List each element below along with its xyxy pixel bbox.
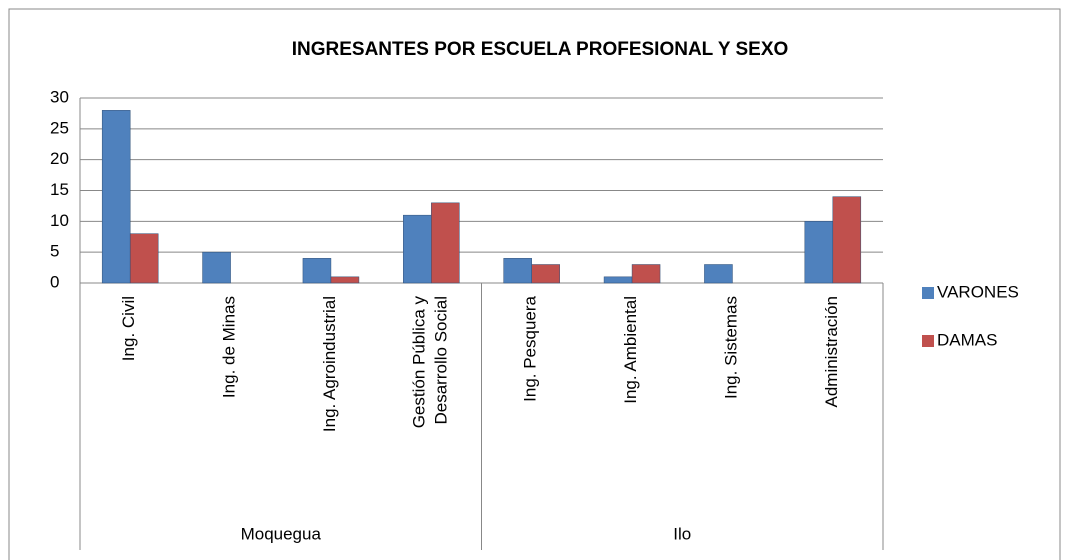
group-label: Moquegua — [241, 524, 322, 543]
bar — [101, 110, 131, 284]
y-tick-label: 0 — [50, 272, 59, 291]
legend-swatch — [922, 287, 934, 299]
chart-title: INGRESANTES POR ESCUELA PROFESIONAL Y SE… — [292, 39, 789, 60]
bar — [603, 276, 633, 284]
x-tick-label: Ing. Agroindustrial — [320, 296, 339, 432]
bar — [403, 214, 432, 284]
bar — [832, 196, 862, 284]
bar — [631, 264, 661, 284]
y-tick-label: 30 — [50, 87, 69, 106]
x-tick-label: Ing. Sistemas — [722, 296, 741, 399]
y-tick-label: 5 — [50, 242, 59, 261]
bar — [431, 202, 460, 284]
bar — [804, 221, 834, 284]
x-tick-label: Ing. Civil — [120, 296, 139, 361]
bar — [330, 276, 360, 284]
bar — [129, 233, 159, 284]
y-tick-label: 20 — [50, 149, 69, 168]
legend-swatch — [922, 335, 934, 347]
y-tick-label: 25 — [50, 118, 69, 137]
x-tick-label: Gestión Pública y Desarrollo Social — [410, 296, 451, 429]
x-tick-label: Ing. Pesquera — [521, 295, 540, 401]
bar — [531, 264, 560, 284]
legend-label: VARONES — [937, 282, 1019, 301]
bar — [302, 258, 332, 284]
legend-label: DAMAS — [937, 330, 997, 349]
bar — [503, 258, 532, 284]
x-tick-label: Ing. Ambiental — [622, 296, 641, 404]
chart-border — [8, 8, 1061, 560]
group-label: Ilo — [673, 524, 691, 543]
y-tick-label: 10 — [50, 211, 69, 230]
x-tick-label: Administración — [822, 296, 841, 408]
y-tick-label: 15 — [50, 180, 69, 199]
bar — [202, 251, 231, 284]
bar — [704, 264, 733, 284]
x-tick-label: Ing. de Minas — [220, 296, 239, 398]
